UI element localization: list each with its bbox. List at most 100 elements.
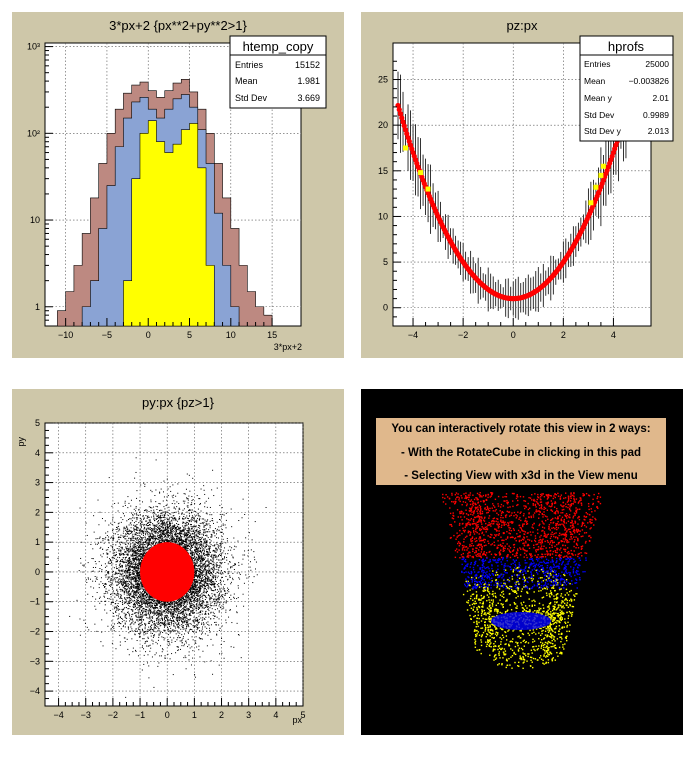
scatter-point	[185, 526, 186, 527]
scatter-point	[203, 532, 204, 533]
scatter-point	[135, 587, 136, 588]
scatter-point	[134, 569, 135, 570]
scatter-point	[145, 531, 146, 532]
scatter-point	[173, 541, 174, 542]
scatter-point	[163, 520, 164, 521]
scatter-point	[176, 601, 177, 602]
scatter-point	[116, 531, 117, 532]
scatter-point	[212, 573, 213, 574]
stats-value-mean: 1.981	[297, 76, 320, 86]
scatter-point	[163, 637, 164, 638]
scatter-point	[190, 618, 191, 619]
scatter-point	[116, 590, 117, 591]
scatter-point	[173, 512, 174, 513]
profile-highlight-point	[426, 187, 431, 192]
scatter-point	[229, 575, 230, 576]
scatter-point	[214, 605, 215, 606]
scatter-point	[144, 551, 145, 552]
scatter-point	[216, 557, 217, 558]
scatter-point	[220, 592, 221, 593]
scatter-point	[186, 515, 187, 516]
scatter-point	[154, 525, 155, 526]
scatter-point	[207, 645, 208, 646]
scatter-point	[231, 646, 232, 647]
scatter-point	[147, 532, 148, 533]
scatter-point	[172, 525, 173, 526]
scatter-point	[152, 613, 153, 614]
scatter-point	[213, 558, 214, 559]
scatter-point	[228, 589, 229, 590]
pad-1-stats-box[interactable]: htemp_copy Entries 15152 Mean 1.981 Std …	[230, 36, 326, 108]
scatter-point	[232, 566, 233, 567]
scatter-point	[132, 563, 133, 564]
y-tick-label: 20	[378, 120, 388, 130]
scatter-point	[216, 622, 217, 623]
scatter-point	[118, 615, 119, 616]
scatter-point	[134, 580, 135, 581]
scatter-point	[224, 557, 225, 558]
scatter-point	[201, 546, 202, 547]
scatter-point	[160, 633, 161, 634]
scatter-point	[160, 503, 161, 504]
scatter-point	[168, 631, 169, 632]
scatter-point	[92, 548, 93, 549]
scatter-point	[141, 583, 142, 584]
scatter-point	[164, 639, 165, 640]
scatter-point	[101, 565, 102, 566]
scatter-point	[219, 630, 220, 631]
scatter-point	[161, 601, 162, 602]
scatter-point	[134, 622, 135, 623]
scatter-point	[231, 555, 232, 556]
scatter-point	[215, 551, 216, 552]
scatter-point	[111, 604, 112, 605]
scatter-point	[109, 563, 110, 564]
scatter-point	[142, 553, 143, 554]
scatter-point	[152, 617, 153, 618]
scatter-point	[151, 510, 152, 511]
scatter-point	[134, 543, 135, 544]
x-tick-label: 0	[146, 330, 151, 340]
scatter-point	[145, 521, 146, 522]
scatter-point	[140, 556, 141, 557]
scatter-point	[190, 552, 191, 553]
scatter-point	[212, 602, 213, 603]
scatter-point	[175, 609, 176, 610]
scatter-point	[145, 591, 146, 592]
scatter-point	[191, 611, 192, 612]
scatter-point	[166, 608, 167, 609]
scatter-point	[111, 568, 112, 569]
scatter-point	[140, 623, 141, 624]
scatter-point	[195, 587, 196, 588]
scatter-point	[133, 540, 134, 541]
scatter-point	[181, 533, 182, 534]
scatter-point	[162, 603, 163, 604]
scatter-point	[221, 590, 222, 591]
scatter-point	[219, 605, 220, 606]
scatter-point	[202, 604, 203, 605]
scatter-point	[182, 639, 183, 640]
scatter-point	[96, 631, 97, 632]
scatter-point	[152, 620, 153, 621]
scatter-point	[120, 537, 121, 538]
scatter-point	[168, 524, 169, 525]
scatter-point	[148, 638, 149, 639]
stats-label-mean: Mean	[235, 76, 258, 86]
scatter-point	[181, 626, 182, 627]
scatter-point	[189, 528, 190, 529]
scatter-point	[254, 559, 255, 560]
scatter-point	[213, 575, 214, 576]
scatter-point	[167, 620, 168, 621]
scatter-point	[141, 614, 142, 615]
scatter-point	[166, 500, 167, 501]
scatter-point	[164, 496, 165, 497]
scatter-point	[174, 512, 175, 513]
scatter-point	[114, 623, 115, 624]
scatter-point	[192, 631, 193, 632]
scatter-point	[131, 577, 132, 578]
scatter-point	[135, 595, 136, 596]
scatter-point	[106, 613, 107, 614]
pad-2-stats-box[interactable]: hprofs Entries 25000 Mean −0.003826 Mean…	[580, 36, 673, 141]
